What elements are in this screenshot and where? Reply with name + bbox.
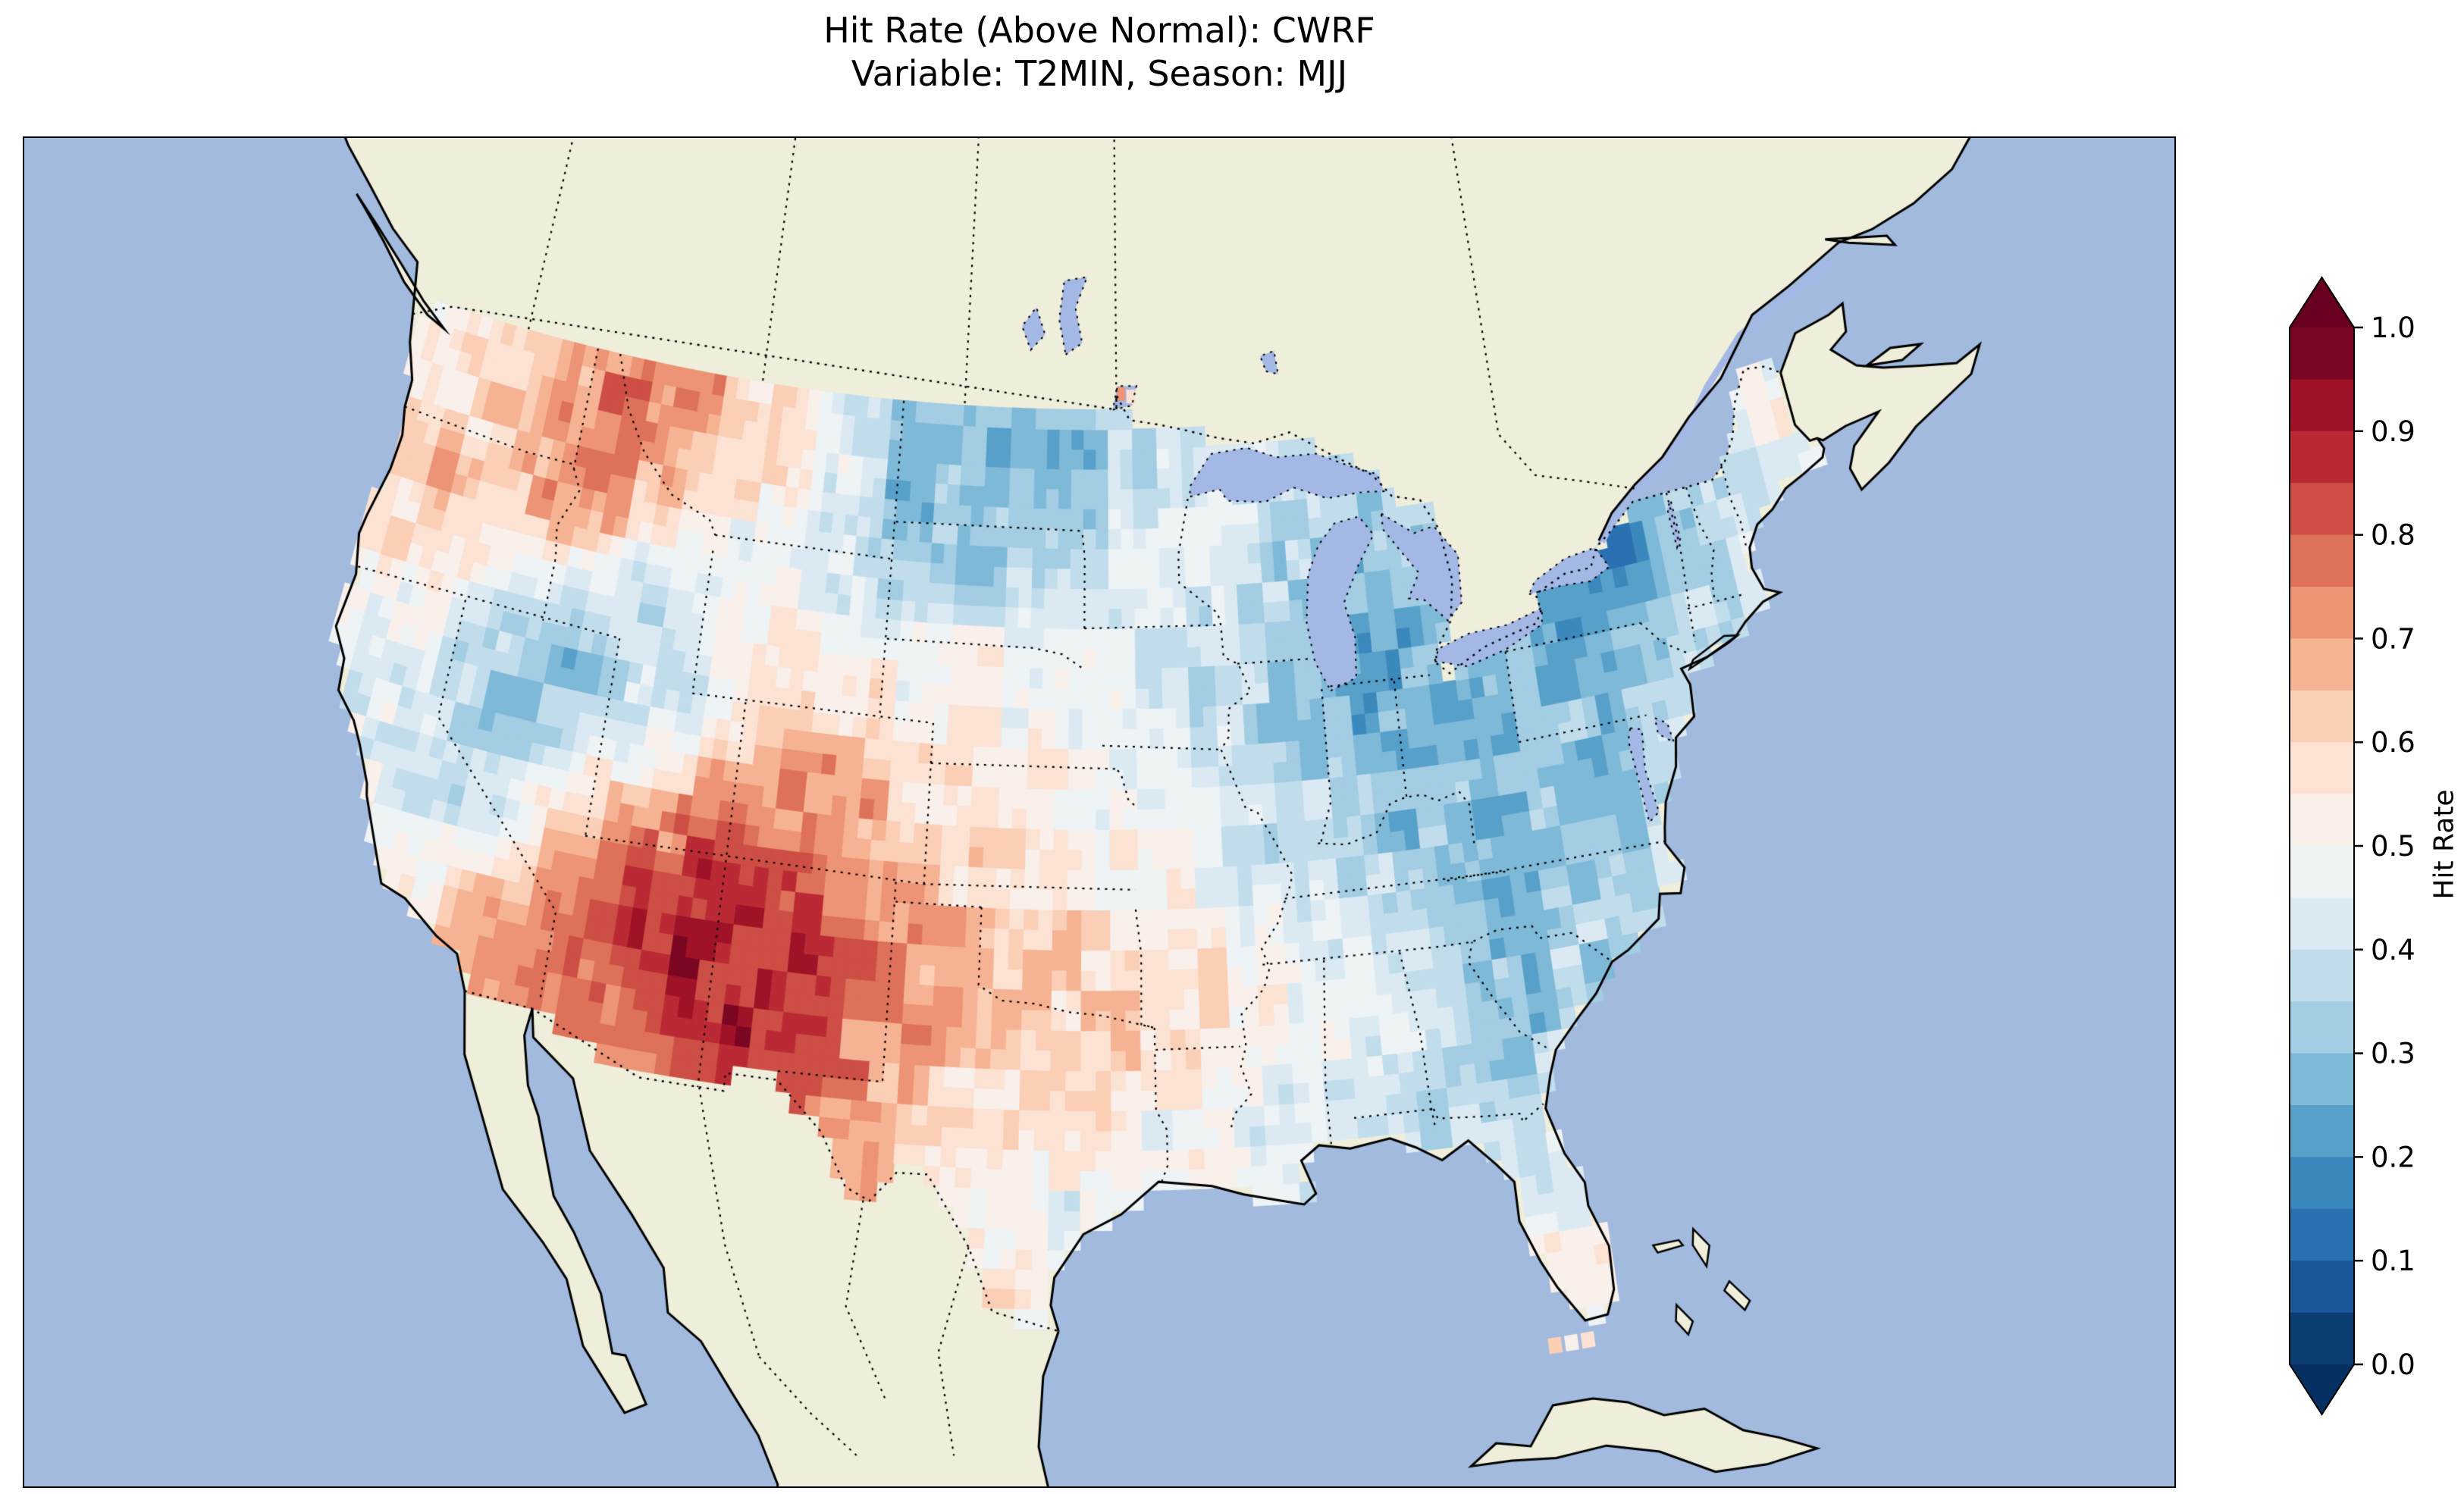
- colorbar-band: [2290, 1157, 2354, 1210]
- colorbar-band: [2290, 794, 2354, 847]
- figure-title: Hit Rate (Above Normal): CWRF Variable: …: [23, 9, 2176, 96]
- colorbar-band: [2290, 1208, 2354, 1261]
- colorbar-band: [2290, 897, 2354, 951]
- colorbar-band: [2290, 534, 2354, 587]
- colorbar-tick-label: 1.0: [2371, 312, 2415, 344]
- colorbar: 1.0 0.9 0.8 0.7 0.6 0.5 0.4 0.3 0.2 0.1 0.0: [2289, 276, 2415, 1416]
- colorbar-band: [2290, 431, 2354, 484]
- colorbar-band: [2290, 742, 2354, 795]
- colorbar-band: [2290, 1105, 2354, 1158]
- colorbar-tick-label: 0.8: [2371, 519, 2415, 552]
- colorbar-tick-label: 0.0: [2371, 1348, 2415, 1381]
- colorbar-band: [2290, 690, 2354, 743]
- map-canvas: [24, 138, 2174, 1486]
- colorbar-band: [2290, 379, 2354, 432]
- colorbar-band: [2290, 949, 2354, 1002]
- colorbar-over-arrow: [2290, 277, 2354, 327]
- colorbar-tick-label: 0.3: [2371, 1038, 2415, 1070]
- map-axes: [23, 136, 2176, 1488]
- colorbar-band: [2290, 846, 2354, 899]
- colorbar-tick-label: 0.7: [2371, 622, 2415, 655]
- colorbar-tick-label: 0.5: [2371, 830, 2415, 863]
- colorbar-band: [2290, 1261, 2354, 1314]
- colorbar-band: [2290, 327, 2354, 381]
- colorbar-tick-label: 0.1: [2371, 1245, 2415, 1277]
- figure-title-line1: Hit Rate (Above Normal): CWRF: [823, 10, 1375, 51]
- colorbar-under-arrow: [2290, 1364, 2354, 1414]
- colorbar-band: [2290, 587, 2354, 640]
- colorbar-tick-label: 0.4: [2371, 934, 2415, 966]
- colorbar-band: [2290, 483, 2354, 536]
- colorbar-tick-label: 0.2: [2371, 1141, 2415, 1173]
- figure-title-line2: Variable: T2MIN, Season: MJJ: [851, 53, 1348, 95]
- colorbar-tick-label: 0.9: [2371, 415, 2415, 448]
- colorbar-band: [2290, 1053, 2354, 1106]
- colorbar-tick-label: 0.6: [2371, 726, 2415, 759]
- colorbar-band: [2290, 1001, 2354, 1054]
- colorbar-axis-label: Hit Rate: [2428, 789, 2460, 900]
- colorbar-band: [2290, 638, 2354, 691]
- colorbar-band: [2290, 1312, 2354, 1365]
